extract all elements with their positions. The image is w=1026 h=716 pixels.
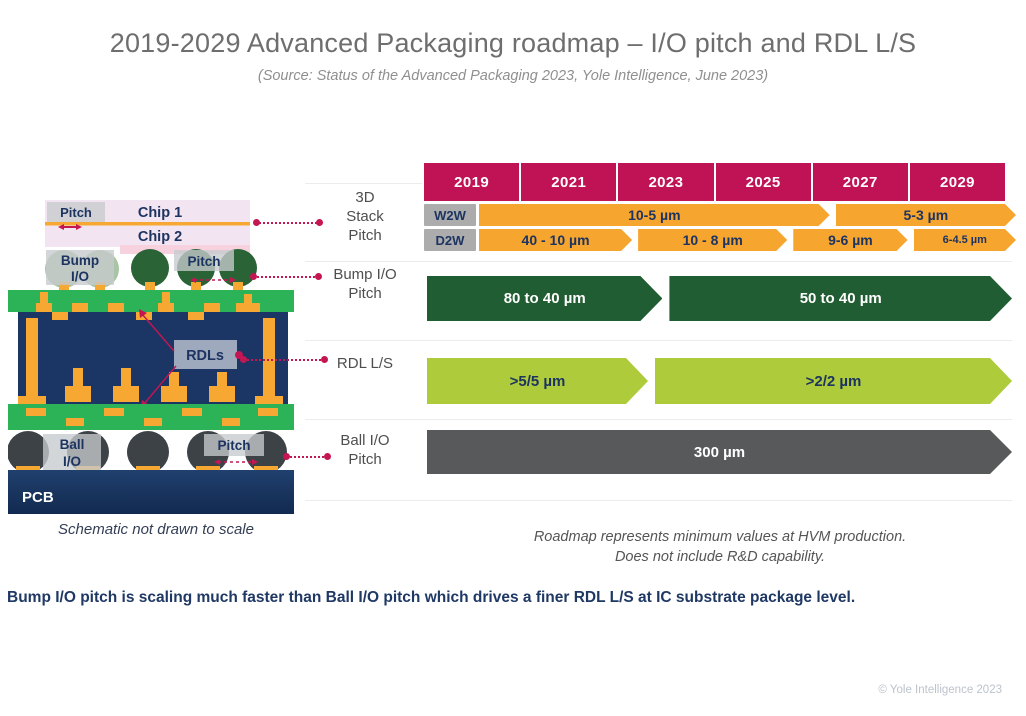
row-w2w: W2W 10-5 µm 5-3 µm <box>424 204 1016 226</box>
pitch-mid-label-box <box>174 250 234 271</box>
ball-io-label-line1: Ball <box>60 437 85 452</box>
bump-io-label-line1: Bump <box>61 253 99 268</box>
roadmap-segment: 10-5 µm <box>479 204 830 226</box>
copyright-notice: © Yole Intelligence 2023 <box>878 684 1002 696</box>
leader-dot <box>324 453 331 460</box>
pitch-arrow-icon <box>58 224 82 230</box>
row-label-ball-io-pitch: Ball I/O Pitch <box>340 432 390 468</box>
row-rdl-ls: >5/5 µm >2/2 µm <box>427 358 1012 404</box>
vias <box>18 312 283 408</box>
leader-dot <box>240 356 247 363</box>
row-d2w: D2W 40 - 10 µm 10 - 8 µm 9-6 µm 6-4.5 µm <box>424 229 1016 251</box>
roadmap-footnote: Roadmap represents minimum values at HVM… <box>533 529 907 565</box>
pitch-mid-label: Pitch <box>187 254 220 269</box>
roadmap-segment: 6-4.5 µm <box>914 229 1016 251</box>
roadmap-segment: 50 to 40 µm <box>669 276 1012 321</box>
ball-io-label-line2: I/O <box>63 454 81 469</box>
w2w-tag: W2W <box>424 204 476 226</box>
row-label-bump-io-pitch: Bump I/O Pitch <box>333 266 397 302</box>
pitch-bottom-label-box <box>204 434 264 456</box>
roadmap-segment: 80 to 40 µm <box>427 276 662 321</box>
page-title: 2019-2029 Advanced Packaging roadmap – I… <box>109 28 917 58</box>
bump-io-label-box <box>46 250 114 285</box>
page-subtitle: (Source: Status of the Advanced Packagin… <box>257 68 769 84</box>
row-label-3d-stack-pitch: 3D Stack Pitch <box>346 189 384 244</box>
bottom-pads <box>26 408 278 426</box>
leader-dot <box>315 273 322 280</box>
year-header: 2019 2021 2023 2025 2027 2029 <box>424 163 1005 201</box>
year-cell: 2025 <box>716 163 813 201</box>
ball-pitch-arrow-icon <box>214 459 258 465</box>
roadmap-segment: 10 - 8 µm <box>638 229 787 251</box>
leader-line-ball <box>283 453 331 460</box>
chip1-label: Chip 1 <box>138 205 182 221</box>
chip-underfill <box>120 245 250 254</box>
roadmap-segment: >2/2 µm <box>655 358 1012 404</box>
year-cell: 2023 <box>618 163 716 201</box>
rdls-label-box <box>174 340 237 369</box>
row-divider <box>305 340 1012 341</box>
leader-dot <box>316 219 323 226</box>
rdls-label: RDLs <box>186 348 224 364</box>
leader-line-bump <box>250 273 322 280</box>
leader-dot <box>250 273 257 280</box>
row-divider <box>305 419 1012 420</box>
schematic-caption: Schematic not drawn to scale <box>58 521 254 538</box>
bond-layer <box>45 222 250 226</box>
bump-pitch-arrow-icon <box>190 277 236 283</box>
substrate-bottom-green <box>8 404 294 430</box>
roadmap-segment: 5-3 µm <box>836 204 1016 226</box>
chip2-label: Chip 2 <box>138 229 182 245</box>
pitch-bottom-label: Pitch <box>217 438 250 453</box>
bump-io-label-line2: I/O <box>71 269 89 284</box>
roadmap-segment: 300 µm <box>427 430 1012 474</box>
year-cell: 2029 <box>939 173 975 191</box>
pcb-label: PCB <box>22 489 54 506</box>
pcb-board <box>8 470 294 514</box>
d2w-tag: D2W <box>424 229 476 251</box>
pitch-top-label: Pitch <box>60 205 92 220</box>
leader-dot <box>321 356 328 363</box>
top-pads <box>36 292 260 312</box>
row-label-rdl-ls: RDL L/S <box>336 355 394 372</box>
package-cross-section-schematic: Pitch Chip 1 Chip 2 Bump I/O Pitch <box>8 200 294 514</box>
pitch-top-label-box <box>47 202 105 222</box>
year-cell: 2019 <box>424 163 522 201</box>
row-bump-io-pitch: 80 to 40 µm 50 to 40 µm <box>427 276 1012 321</box>
ball-io-label-box <box>43 434 101 470</box>
row-ball-io-pitch: 300 µm <box>427 430 1012 474</box>
row-divider <box>305 183 422 184</box>
year-cell: 2027 <box>813 163 910 201</box>
row-divider <box>305 500 1012 501</box>
leader-line-stack <box>253 219 323 226</box>
year-cell: 2021 <box>521 163 619 201</box>
key-takeaway-headline: Bump I/O pitch is scaling much faster th… <box>7 589 856 606</box>
leader-dot <box>253 219 260 226</box>
row-divider <box>305 261 1012 262</box>
leader-line-rdl <box>240 356 328 363</box>
leader-dot <box>283 453 290 460</box>
roadmap-segment: 9-6 µm <box>793 229 907 251</box>
roadmap-segment: 40 - 10 µm <box>479 229 632 251</box>
roadmap-segment: >5/5 µm <box>427 358 648 404</box>
